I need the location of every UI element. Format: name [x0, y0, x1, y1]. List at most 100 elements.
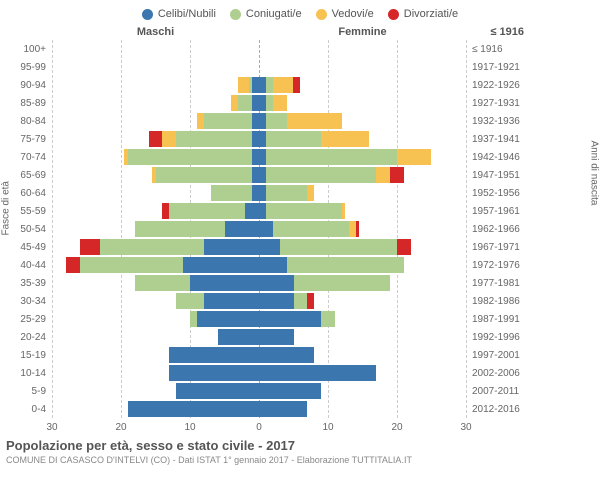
bar-segment: [266, 131, 321, 147]
bar-female: [259, 59, 466, 75]
bar-pair: [52, 59, 466, 75]
bar-segment: [225, 221, 260, 237]
bar-pair: [52, 239, 466, 255]
chart-footer: Popolazione per età, sesso e stato civil…: [0, 434, 600, 465]
header-femmine: Femmine: [259, 26, 466, 38]
age-label: 35-39: [0, 278, 52, 289]
pyramid-row: 100+≤ 1916: [0, 40, 600, 58]
pyramid-row: 65-691947-1951: [0, 166, 600, 184]
age-label: 65-69: [0, 170, 52, 181]
chart-container: Celibi/Nubili Coniugati/e Vedovi/e Divorzia…: [0, 0, 600, 500]
age-label: 75-79: [0, 134, 52, 145]
bar-female: [259, 401, 466, 417]
bar-segment: [238, 95, 252, 111]
bar-pair: [52, 275, 466, 291]
bar-pair: [52, 365, 466, 381]
bar-female: [259, 239, 466, 255]
pyramid-row: 40-441972-1976: [0, 256, 600, 274]
bar-segment: [266, 77, 273, 93]
pyramid-row: 30-341982-1986: [0, 292, 600, 310]
birth-label: ≤ 1916: [466, 44, 530, 55]
bar-pair: [52, 311, 466, 327]
bar-segment: [259, 257, 287, 273]
bar-segment: [259, 275, 294, 291]
bar-segment: [294, 275, 391, 291]
bar-segment: [169, 347, 259, 363]
age-label: 55-59: [0, 206, 52, 217]
x-tick: 20: [391, 422, 402, 433]
bar-segment: [259, 383, 321, 399]
bar-segment: [397, 149, 432, 165]
bar-pair: [52, 293, 466, 309]
bar-segment: [273, 77, 294, 93]
chart-subtitle: COMUNE DI CASASCO D'INTELVI (CO) - Dati …: [6, 455, 594, 465]
age-label: 5-9: [0, 386, 52, 397]
legend-dot-icon: [316, 9, 327, 20]
bar-segment: [204, 293, 259, 309]
age-label: 10-14: [0, 368, 52, 379]
bar-segment: [266, 113, 287, 129]
bar-segment: [259, 347, 314, 363]
bar-segment: [321, 131, 369, 147]
x-tick: 20: [115, 422, 126, 433]
bar-segment: [397, 239, 411, 255]
bar-pair: [52, 41, 466, 57]
header-maschi: Maschi: [52, 26, 259, 38]
bar-segment: [266, 185, 307, 201]
bar-male: [52, 239, 259, 255]
bar-pair: [52, 149, 466, 165]
bar-female: [259, 275, 466, 291]
pyramid-row: 35-391977-1981: [0, 274, 600, 292]
legend-item: Coniugati/e: [230, 8, 302, 20]
birth-label: 1992-1996: [466, 332, 530, 343]
legend: Celibi/Nubili Coniugati/e Vedovi/e Divorzia…: [0, 8, 600, 20]
bar-female: [259, 293, 466, 309]
legend-label: Vedovi/e: [332, 8, 374, 20]
age-label: 70-74: [0, 152, 52, 163]
bar-female: [259, 77, 466, 93]
bar-segment: [293, 77, 300, 93]
bar-segment: [190, 311, 197, 327]
bar-segment: [259, 203, 266, 219]
bar-segment: [252, 77, 259, 93]
bar-female: [259, 113, 466, 129]
x-tick: 10: [322, 422, 333, 433]
bar-male: [52, 401, 259, 417]
bar-male: [52, 275, 259, 291]
legend-dot-icon: [142, 9, 153, 20]
bar-segment: [356, 221, 359, 237]
birth-label: 2002-2006: [466, 368, 530, 379]
bar-female: [259, 329, 466, 345]
bar-female: [259, 383, 466, 399]
bar-segment: [287, 113, 342, 129]
age-label: 30-34: [0, 296, 52, 307]
bar-segment: [238, 77, 248, 93]
bar-segment: [259, 185, 266, 201]
bar-segment: [266, 203, 342, 219]
bar-segment: [128, 149, 252, 165]
pyramid-row: 45-491967-1971: [0, 238, 600, 256]
bar-pair: [52, 347, 466, 363]
age-label: 85-89: [0, 98, 52, 109]
legend-item: Celibi/Nubili: [142, 8, 216, 20]
bar-segment: [252, 149, 259, 165]
bar-male: [52, 203, 259, 219]
chart-area: 100+≤ 191695-991917-192190-941922-192685…: [0, 40, 600, 434]
bar-segment: [307, 293, 314, 309]
bar-segment: [135, 221, 225, 237]
bar-segment: [259, 365, 376, 381]
x-tick: 30: [460, 422, 471, 433]
bar-segment: [252, 131, 259, 147]
bar-female: [259, 95, 466, 111]
bar-segment: [218, 329, 259, 345]
bar-segment: [231, 95, 238, 111]
bar-pair: [52, 383, 466, 399]
bar-segment: [321, 311, 335, 327]
bar-segment: [259, 149, 266, 165]
bar-segment: [183, 257, 259, 273]
bar-segment: [66, 257, 80, 273]
bar-segment: [252, 95, 259, 111]
legend-item: Divorziati/e: [388, 8, 458, 20]
pyramid-row: 60-641952-1956: [0, 184, 600, 202]
birth-label: 2012-2016: [466, 404, 530, 415]
